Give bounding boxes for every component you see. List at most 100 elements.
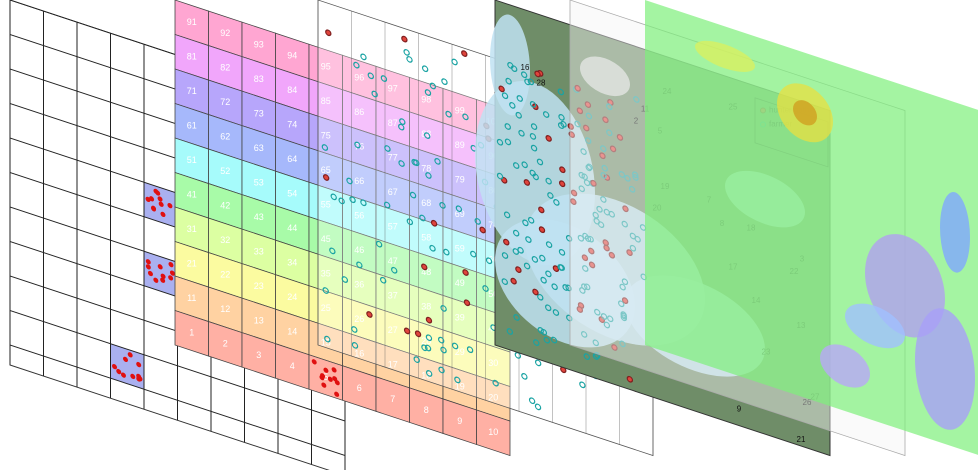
farmer-dot (545, 241, 553, 249)
hunter-dot (334, 391, 340, 397)
farmer-dot (421, 344, 428, 352)
grid-cell (476, 409, 511, 457)
hunter-dot (545, 135, 552, 142)
cell-number: 44 (287, 223, 297, 233)
hunter-dot (538, 206, 545, 214)
cell-number: 18 (421, 371, 431, 381)
farmer-dot (566, 314, 573, 322)
hunter-dot (534, 70, 541, 78)
farmer-dot (528, 397, 536, 405)
hunter-dot (603, 174, 611, 181)
farmer-dot (534, 403, 542, 411)
farmer-dot (482, 285, 489, 292)
farmer-dot (629, 244, 637, 252)
cell-numbers: 9192939495969798991008182838485868788899… (187, 17, 501, 437)
occupied-cell (110, 343, 144, 390)
farmer-dot (379, 276, 387, 284)
farmer-dot (474, 218, 481, 225)
farmer-dot (324, 335, 331, 343)
cell-number: 71 (187, 86, 197, 96)
hunter-dot (160, 277, 166, 283)
farmer-dot (421, 65, 429, 73)
farmer-dot (552, 309, 560, 316)
farmer-dot (439, 202, 446, 209)
hunter-dot (157, 196, 163, 202)
hunter-dot (116, 368, 122, 375)
farmer-dot (574, 120, 581, 128)
farmer-dot (513, 162, 520, 169)
farmer-dot (545, 270, 552, 278)
farmer-dot (506, 328, 514, 335)
cell-number: 62 (220, 132, 230, 142)
map-label: 26 (803, 398, 812, 407)
farmer-dot (354, 141, 361, 149)
cell-number: 52 (220, 166, 230, 176)
farmer-dot (322, 287, 329, 294)
cell-number: 30 (488, 358, 498, 368)
field-patch (695, 40, 755, 72)
farmer-dot (512, 248, 519, 255)
farmer-dot (536, 158, 544, 166)
field-patch (940, 191, 970, 273)
hunter-dot (323, 367, 329, 373)
cell-number: 92 (220, 28, 230, 38)
farmer-dot (557, 264, 564, 271)
farmer-dot (603, 321, 611, 329)
farmer-dot (633, 96, 640, 103)
farmer-dot (580, 331, 588, 338)
cell-number: 76 (354, 141, 364, 151)
cell-number: 81 (187, 52, 197, 62)
cell-number: 1 (189, 328, 194, 338)
cell-number: 5 (323, 372, 328, 382)
farmer-dot (351, 326, 358, 333)
cell-number: 65 (321, 165, 331, 175)
cell-number: 68 (421, 198, 431, 208)
cell-number: 31 (187, 224, 197, 234)
cell-number: 85 (321, 96, 331, 106)
farmer-dot (620, 311, 627, 319)
farmer-dot (582, 265, 589, 272)
hunter-dot (149, 196, 155, 202)
farmer-dot (585, 112, 593, 120)
hunter-dot (401, 35, 408, 43)
hunter-dot (425, 316, 433, 324)
farmer-dot (515, 111, 522, 119)
farmer-dot (525, 236, 532, 243)
hunter-dot (136, 361, 142, 368)
cell-number: 9 (457, 416, 462, 426)
hunter-dot (588, 247, 595, 255)
farmer-dot (501, 92, 509, 100)
cell-number: 82 (220, 63, 230, 73)
cell-number: 12 (220, 304, 230, 314)
farmer-dot (375, 240, 383, 248)
hunter-dot (151, 206, 157, 212)
cell-number: 49 (455, 278, 465, 288)
cell-number: 87 (388, 118, 398, 128)
hunter-dot (136, 376, 142, 382)
farmer-dot (537, 327, 544, 334)
farmer-dot (356, 261, 363, 269)
cell-number: 29 (455, 347, 465, 357)
cell-number: 57 (388, 221, 398, 231)
resource-layer-sheet (645, 0, 978, 456)
farmer-dot (621, 220, 628, 228)
farmer-dot (384, 145, 391, 152)
hunter-dot (626, 375, 634, 383)
farmer-dot (583, 353, 590, 360)
field-patch (915, 308, 975, 430)
hunter-dot (169, 270, 175, 276)
cell-number: 42 (220, 201, 230, 211)
cell-number: 17 (388, 359, 398, 369)
hunter-dot (503, 238, 510, 246)
farmer-dot (584, 235, 592, 243)
farmer-dot (553, 199, 560, 206)
farmer-dot (518, 129, 525, 137)
cell-number: 23 (254, 281, 264, 291)
farmer-dot (551, 283, 558, 291)
cell-number: 20 (488, 393, 498, 403)
farmer-dot (596, 205, 603, 213)
hunter-dot (616, 134, 624, 141)
farmer-dot (451, 342, 459, 350)
farmer-dot (607, 315, 614, 323)
farmer-dot (545, 304, 552, 312)
